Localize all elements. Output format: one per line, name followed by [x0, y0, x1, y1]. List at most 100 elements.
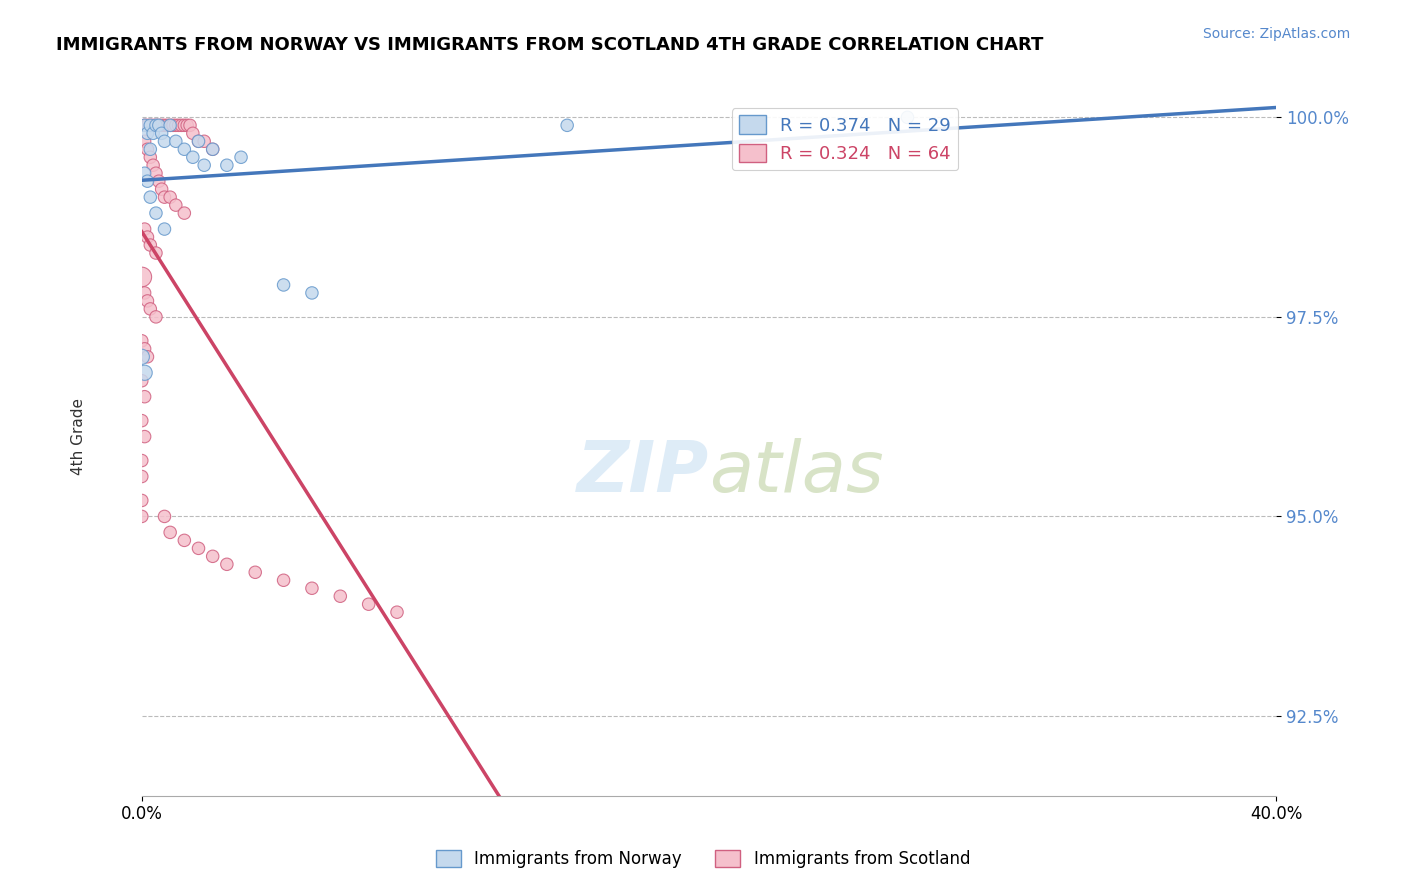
- Point: [142, 126, 165, 140]
- Point: [131, 414, 153, 428]
- Point: [896, 111, 918, 125]
- Point: [148, 119, 170, 133]
- Point: [201, 142, 224, 156]
- Legend: Immigrants from Norway, Immigrants from Scotland: Immigrants from Norway, Immigrants from …: [429, 843, 977, 875]
- Point: [159, 119, 181, 133]
- Point: [215, 558, 238, 572]
- Point: [145, 119, 167, 133]
- Point: [187, 134, 209, 148]
- Point: [357, 597, 380, 611]
- Point: [134, 390, 156, 404]
- Point: [153, 119, 176, 133]
- Point: [181, 126, 204, 140]
- Point: [139, 238, 162, 252]
- Point: [145, 310, 167, 324]
- Point: [148, 119, 170, 133]
- Point: [179, 119, 201, 133]
- Point: [139, 150, 162, 164]
- Text: atlas: atlas: [709, 438, 883, 507]
- Point: [134, 429, 156, 443]
- Point: [145, 206, 167, 220]
- Point: [215, 158, 238, 172]
- Point: [134, 366, 156, 380]
- Point: [176, 119, 198, 133]
- Point: [385, 605, 408, 619]
- Point: [134, 285, 156, 300]
- Point: [167, 119, 190, 133]
- Point: [301, 285, 323, 300]
- Legend: R = 0.374   N = 29, R = 0.324   N = 64: R = 0.374 N = 29, R = 0.324 N = 64: [731, 108, 959, 170]
- Point: [134, 134, 156, 148]
- Point: [150, 119, 173, 133]
- Point: [134, 342, 156, 356]
- Point: [229, 150, 252, 164]
- Point: [153, 190, 176, 204]
- Point: [173, 142, 195, 156]
- Point: [201, 142, 224, 156]
- Point: [193, 134, 215, 148]
- Point: [136, 119, 159, 133]
- Point: [145, 166, 167, 180]
- Point: [131, 334, 153, 348]
- Point: [145, 119, 167, 133]
- Point: [153, 222, 176, 236]
- Point: [148, 174, 170, 188]
- Point: [329, 589, 352, 603]
- Point: [136, 293, 159, 308]
- Point: [201, 549, 224, 564]
- Point: [139, 301, 162, 316]
- Point: [193, 158, 215, 172]
- Point: [134, 119, 156, 133]
- Point: [131, 270, 153, 285]
- Point: [142, 119, 165, 133]
- Point: [173, 206, 195, 220]
- Point: [165, 134, 187, 148]
- Point: [165, 119, 187, 133]
- Point: [301, 581, 323, 595]
- Point: [273, 574, 295, 588]
- Text: Source: ZipAtlas.com: Source: ZipAtlas.com: [1202, 27, 1350, 41]
- Point: [273, 277, 295, 292]
- Point: [131, 509, 153, 524]
- Point: [139, 190, 162, 204]
- Point: [136, 350, 159, 364]
- Y-axis label: 4th Grade: 4th Grade: [72, 398, 86, 475]
- Point: [136, 174, 159, 188]
- Point: [187, 541, 209, 556]
- Point: [134, 222, 156, 236]
- Point: [173, 119, 195, 133]
- Point: [150, 182, 173, 196]
- Point: [131, 374, 153, 388]
- Point: [170, 119, 193, 133]
- Point: [181, 150, 204, 164]
- Point: [142, 158, 165, 172]
- Point: [136, 142, 159, 156]
- Point: [153, 509, 176, 524]
- Point: [555, 119, 578, 133]
- Point: [136, 230, 159, 244]
- Point: [150, 126, 173, 140]
- Point: [162, 119, 184, 133]
- Point: [136, 126, 159, 140]
- Point: [134, 119, 156, 133]
- Point: [187, 134, 209, 148]
- Point: [153, 134, 176, 148]
- Point: [131, 453, 153, 467]
- Point: [159, 525, 181, 540]
- Point: [139, 142, 162, 156]
- Point: [139, 119, 162, 133]
- Point: [131, 350, 153, 364]
- Point: [134, 166, 156, 180]
- Point: [165, 198, 187, 212]
- Point: [131, 469, 153, 483]
- Point: [159, 190, 181, 204]
- Text: IMMIGRANTS FROM NORWAY VS IMMIGRANTS FROM SCOTLAND 4TH GRADE CORRELATION CHART: IMMIGRANTS FROM NORWAY VS IMMIGRANTS FRO…: [56, 36, 1043, 54]
- Point: [145, 246, 167, 260]
- Point: [131, 493, 153, 508]
- Point: [156, 119, 179, 133]
- Point: [173, 533, 195, 548]
- Point: [139, 119, 162, 133]
- Point: [245, 566, 267, 580]
- Point: [159, 119, 181, 133]
- Text: ZIP: ZIP: [576, 438, 709, 507]
